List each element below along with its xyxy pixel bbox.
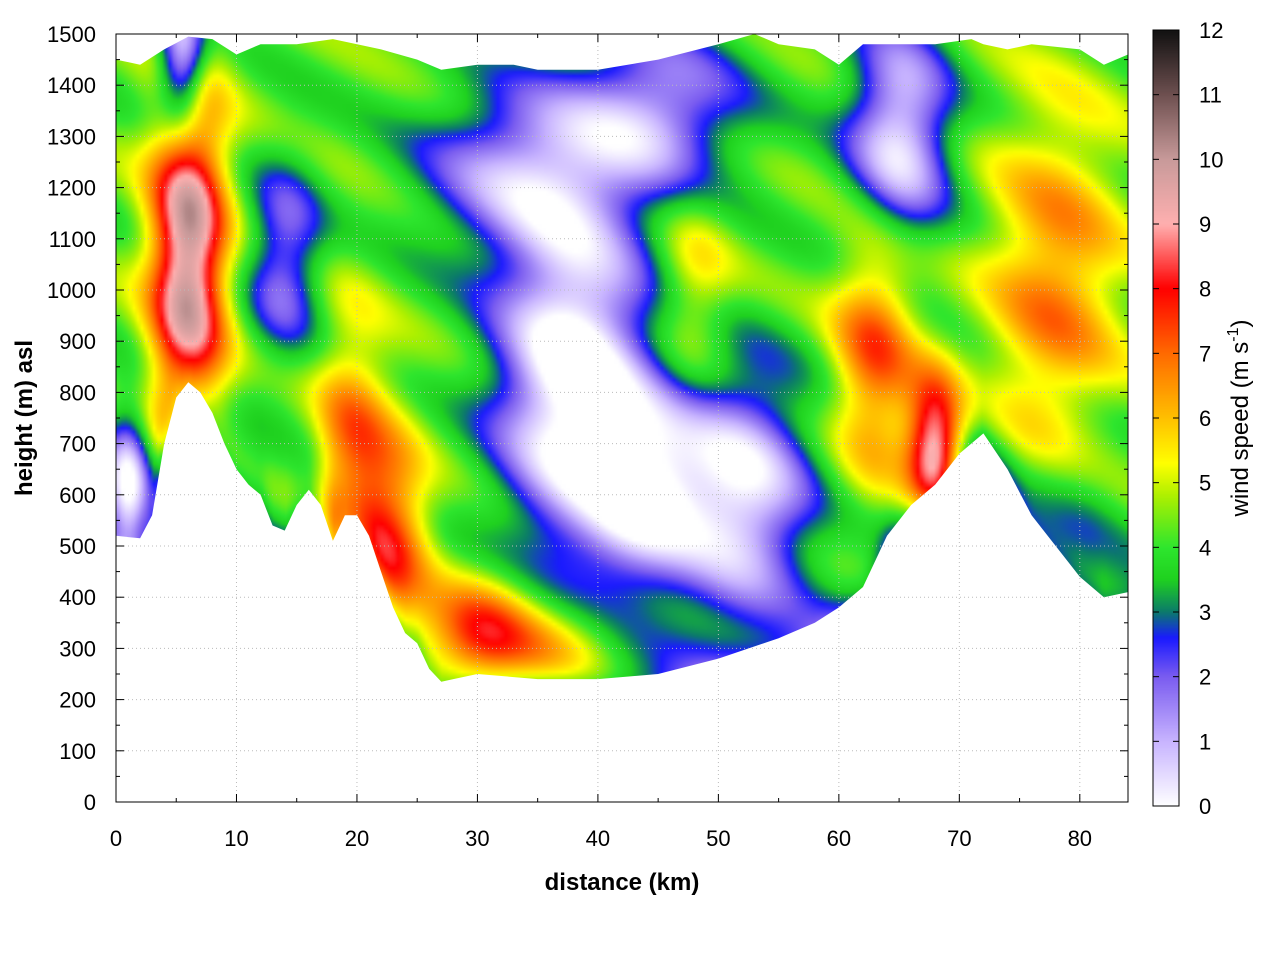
x-tick-label: 50 (706, 826, 730, 851)
colorbar-tick-label: 10 (1199, 147, 1223, 172)
colorbar-title: wind speed (m s-1) (1225, 320, 1254, 518)
colorbar-tick-label: 9 (1199, 212, 1211, 237)
y-tick-label: 400 (59, 585, 96, 610)
colorbar-title-main: wind speed (m s (1227, 342, 1254, 518)
colorbar-tick-label: 11 (1199, 83, 1222, 108)
colorbar-tick-label: 8 (1199, 277, 1211, 302)
y-tick-label: 1300 (47, 124, 96, 149)
y-tick-label: 700 (59, 432, 96, 457)
x-axis-title: distance (km) (545, 869, 700, 896)
y-axis-title: height (m) asl (11, 340, 38, 496)
y-tick-label: 200 (59, 688, 96, 713)
x-tick-label: 80 (1068, 826, 1092, 851)
colorbar-tick-label: 0 (1199, 794, 1211, 819)
y-axis: 0 100 200 300 400 500 600 700 800 900 1000 1100 1200… (47, 22, 1128, 815)
colorbar-title-sup: -1 (1225, 327, 1242, 341)
colorbar-tick-label: 3 (1199, 600, 1211, 625)
x-tick-label: 70 (947, 826, 971, 851)
colorbar-tick-label: 1 (1199, 729, 1211, 754)
y-tick-label: 0 (84, 790, 96, 815)
y-tick-label: 900 (59, 329, 96, 354)
x-tick-label: 40 (586, 826, 610, 851)
y-tick-label: 1000 (47, 278, 96, 303)
y-tick-label: 800 (59, 380, 96, 405)
x-tick-label: 30 (465, 826, 489, 851)
x-tick-label: 0 (110, 826, 122, 851)
colorbar-tick-label: 12 (1199, 18, 1223, 43)
y-tick-label: 1200 (47, 176, 96, 201)
colorbar-tick-label: 4 (1199, 535, 1211, 560)
y-tick-label: 600 (59, 483, 96, 508)
y-tick-label: 500 (59, 534, 96, 559)
colorbar-tick-label: 7 (1199, 341, 1211, 366)
y-tick-label: 1500 (47, 22, 96, 47)
x-tick-label: 10 (224, 826, 248, 851)
y-tick-label: 300 (59, 636, 96, 661)
x-tick-label: 20 (345, 826, 369, 851)
x-axis: 0 10 20 30 40 50 60 70 80 (110, 34, 1092, 851)
colorbar-title-end: ) (1227, 320, 1254, 328)
colorbar-tick-label: 2 (1199, 665, 1211, 690)
colorbar-tick-label: 5 (1199, 471, 1211, 496)
y-tick-label: 1400 (47, 73, 96, 98)
x-tick-label: 60 (827, 826, 851, 851)
y-tick-label: 100 (59, 739, 96, 764)
y-tick-label: 1100 (49, 227, 96, 252)
colorbar-tick-label: 6 (1199, 406, 1211, 431)
